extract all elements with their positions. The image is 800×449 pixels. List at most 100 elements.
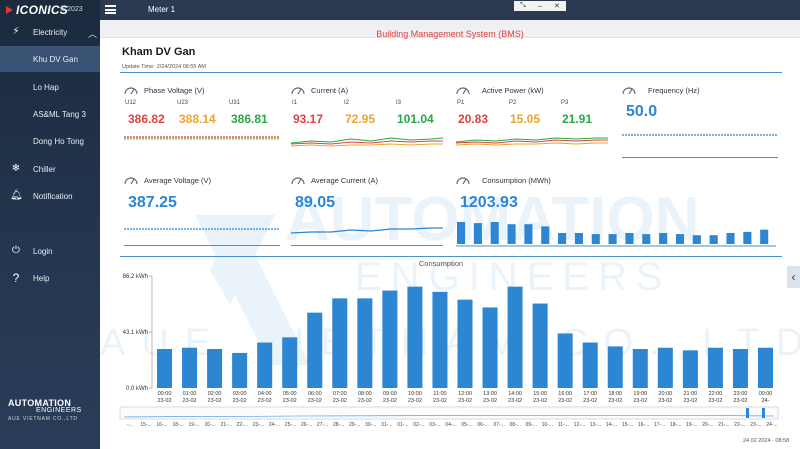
sidebar-item-label: AS&ML Tang 3 bbox=[33, 110, 86, 119]
x-tick-label: 24- bbox=[762, 398, 770, 404]
bar[interactable] bbox=[307, 312, 323, 388]
bar[interactable] bbox=[407, 286, 423, 388]
range-label: 21-... bbox=[718, 422, 729, 428]
x-tick-label: 22:00 bbox=[709, 391, 723, 397]
bar[interactable] bbox=[607, 346, 623, 388]
bar[interactable] bbox=[207, 349, 223, 388]
bar[interactable] bbox=[557, 333, 573, 388]
x-tick-label: 03:00 bbox=[233, 391, 247, 397]
bar[interactable] bbox=[232, 352, 248, 388]
range-label: 14-... bbox=[606, 422, 617, 428]
consumption-chart: Consumption 0.0 kWh 43.1 kWh 86.2 kWh 00:00… bbox=[100, 256, 782, 436]
bar[interactable] bbox=[532, 303, 548, 388]
x-tick-label: 01:00 bbox=[183, 391, 197, 397]
logo-year: © 2023 bbox=[60, 6, 83, 13]
x-tick-label: 00:00 bbox=[759, 391, 773, 397]
card-frequency: Frequency (Hz) 50.0 bbox=[622, 83, 782, 163]
range-label: 12-... bbox=[574, 422, 585, 428]
card-title: Frequency (Hz) bbox=[648, 86, 700, 95]
app-logo: ICONICS © 2023 bbox=[0, 0, 100, 20]
sidebar-item-asml-tang-3[interactable]: AS&ML Tang 3 bbox=[0, 101, 100, 127]
sidebar-item-khu-dv-gan[interactable]: Khu DV Gan bbox=[0, 46, 100, 72]
value-u12: 386.82 bbox=[128, 112, 165, 126]
bar[interactable] bbox=[457, 299, 473, 388]
x-tick-label: 23:00 bbox=[734, 391, 748, 397]
bar[interactable] bbox=[382, 290, 398, 388]
value-u31: 386.81 bbox=[231, 112, 268, 126]
logo-text: ICONICS bbox=[16, 3, 69, 17]
update-time-label: Update Time: bbox=[122, 64, 155, 70]
bar[interactable] bbox=[257, 342, 273, 388]
hamburger-menu-icon[interactable] bbox=[105, 5, 116, 14]
sidebar-item-notification[interactable]: 🔔︎ Notification bbox=[0, 183, 100, 209]
banner: Building Management System (BMS) bbox=[100, 20, 800, 39]
sidebar-item-electricity[interactable]: ⚡ Electricity ︿ bbox=[0, 19, 100, 45]
bar[interactable] bbox=[182, 347, 198, 388]
gauge-icon bbox=[291, 177, 305, 185]
x-tick-label: 23-02 bbox=[183, 398, 197, 404]
range-label: 19-... bbox=[686, 422, 697, 428]
bar[interactable] bbox=[357, 298, 373, 388]
close-icon[interactable]: ✕ bbox=[554, 3, 560, 10]
bar[interactable] bbox=[632, 349, 648, 388]
range-label: 15-... bbox=[140, 422, 151, 428]
value-average-voltage: 387.25 bbox=[128, 194, 177, 211]
range-label: 25-... bbox=[285, 422, 296, 428]
shrink-icon[interactable]: ⤡ bbox=[520, 2, 526, 9]
sidebar-item-dong-ho-tong[interactable]: Dong Ho Tong bbox=[0, 128, 100, 154]
x-tick-label: 10:00 bbox=[408, 391, 422, 397]
range-handle-right[interactable] bbox=[762, 408, 765, 418]
active-power-trend bbox=[456, 137, 608, 146]
range-label: 28-... bbox=[333, 422, 344, 428]
sidebar-item-chiller[interactable]: ❄ Chiller bbox=[0, 156, 100, 182]
sidebar-item-help[interactable]: ? Help bbox=[0, 265, 100, 291]
range-label: 17-... bbox=[654, 422, 665, 428]
x-tick-label: 05:00 bbox=[283, 391, 297, 397]
bar[interactable] bbox=[482, 307, 498, 388]
bar[interactable] bbox=[582, 342, 598, 388]
value-p3: 21.91 bbox=[562, 112, 593, 126]
range-label: 22-... bbox=[734, 422, 745, 428]
logo-arrow-icon bbox=[6, 6, 13, 14]
mini-bar bbox=[507, 224, 516, 244]
average-current-trend bbox=[291, 227, 443, 234]
bar[interactable] bbox=[157, 349, 173, 388]
divider bbox=[120, 72, 782, 73]
range-label: 22-... bbox=[237, 422, 248, 428]
label-u12: U12 bbox=[125, 100, 137, 106]
sidebar-item-login[interactable]: ⏻ Login bbox=[0, 238, 100, 264]
bar[interactable] bbox=[507, 286, 523, 388]
mini-bar bbox=[659, 233, 668, 244]
collapse-panel-icon[interactable]: ‹ bbox=[787, 266, 800, 288]
x-tick-label: 09:00 bbox=[383, 391, 397, 397]
label-p1: P1 bbox=[457, 100, 465, 106]
range-label: 26-... bbox=[301, 422, 312, 428]
range-label: 18-... bbox=[172, 422, 183, 428]
sidebar-item-label: Notification bbox=[33, 192, 73, 201]
range-label: 23-... bbox=[253, 422, 264, 428]
bar[interactable] bbox=[707, 347, 723, 388]
x-tick-label: 19:00 bbox=[633, 391, 647, 397]
bar[interactable] bbox=[732, 349, 748, 388]
bar[interactable] bbox=[432, 291, 448, 388]
page-tab[interactable]: Meter 1 bbox=[148, 5, 176, 14]
bar[interactable] bbox=[657, 347, 673, 388]
bar[interactable] bbox=[682, 350, 698, 388]
x-tick-label: 23-02 bbox=[658, 398, 672, 404]
label-u23: U23 bbox=[177, 100, 189, 106]
range-label: 16-... bbox=[638, 422, 649, 428]
minimize-icon[interactable]: – bbox=[537, 2, 542, 10]
mini-bar bbox=[642, 234, 651, 244]
bar[interactable] bbox=[757, 347, 773, 388]
bar[interactable] bbox=[282, 337, 298, 388]
label-i2: I2 bbox=[344, 100, 350, 106]
sidebar-item-lo-hap[interactable]: Lo Hap bbox=[0, 74, 100, 100]
average-voltage-trend bbox=[124, 228, 280, 230]
bell-icon: 🔔︎ bbox=[10, 190, 23, 201]
sidebar-item-label: Chiller bbox=[33, 165, 56, 174]
range-navigator[interactable] bbox=[119, 406, 779, 420]
range-handle-left[interactable] bbox=[746, 408, 749, 418]
range-label: 01-... bbox=[397, 422, 408, 428]
bar[interactable] bbox=[332, 298, 348, 388]
x-tick-label: 23-02 bbox=[708, 398, 722, 404]
